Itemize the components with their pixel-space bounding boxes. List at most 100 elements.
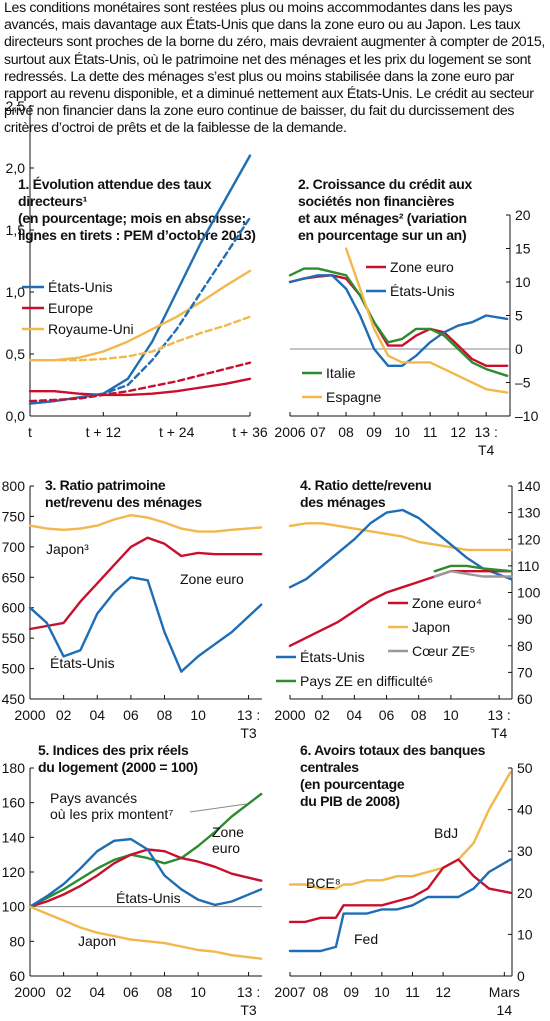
p6-x-tick-label: 10 [374, 984, 390, 1000]
p1-title: 1. Évolution attendue des taux directeur… [18, 176, 256, 243]
p6-series-line [288, 858, 512, 953]
p2-x-tick-label: 08 [338, 424, 354, 440]
p3-x-tick-label: 06 [123, 707, 139, 723]
p2-y-tick-label: 5 [515, 308, 523, 324]
p1-x-tick-label: t + 36 [232, 424, 268, 440]
p3-x-tick-label: 2000 [14, 707, 45, 723]
p5-y-tick-label: 80 [9, 933, 25, 949]
p1-x-tick-label: t [28, 424, 32, 440]
p3-series-label: États-Unis [50, 655, 115, 671]
p4-series-line [288, 522, 513, 552]
p1-y-tick-label: 0,5 [6, 346, 26, 362]
chart-p1 [22, 105, 252, 417]
p6-x-tick-label: 09 [343, 984, 359, 1000]
p2-series-line [288, 274, 509, 367]
p1-legend-label: Royaume-Uni [48, 321, 134, 337]
p5-x-tick-label: 06 [123, 984, 139, 1000]
p4-x-tick-label: 10 [443, 707, 459, 723]
p4-y-tick-label: 70 [517, 664, 533, 680]
p5-y-tick-label: 180 [2, 760, 26, 776]
chart-p2 [288, 214, 511, 417]
p3-x-tick-label: 02 [56, 707, 72, 723]
p2-legend-label: Zone euro [390, 259, 454, 275]
p5-y-tick-label: 100 [2, 899, 26, 915]
p5-x-tick-label: 10 [190, 984, 206, 1000]
p5-y-tick-label: 160 [2, 795, 26, 811]
p4-x-tick-label: 08 [411, 707, 427, 723]
p4-series-line [288, 570, 513, 647]
p4-x-tick-label: 02 [314, 707, 330, 723]
p3-y-tick-label: 500 [2, 661, 26, 677]
p1-series-line [28, 377, 252, 397]
p2-series-line [288, 274, 509, 367]
p6-x-tick-label: 08 [313, 984, 329, 1000]
p1-y-tick-label: 2,0 [6, 160, 26, 176]
p5-y-tick-label: 60 [9, 968, 25, 984]
p4-y-tick-label: 110 [517, 558, 540, 574]
p3-y-tick-label: 750 [2, 508, 26, 524]
p4-legend-label: Zone euro⁴ [412, 595, 482, 611]
p6-y-tick-label: 30 [517, 843, 533, 859]
p3-x-sub-label: T3 [240, 725, 257, 741]
p2-y-tick-label: 0 [515, 341, 523, 357]
p5-series-label: Zone euro [212, 824, 244, 856]
intro-paragraph: Les conditions monétaires sont restées p… [4, 0, 548, 138]
p4-y-tick-label: 120 [517, 531, 541, 547]
p6-series-line [288, 858, 512, 924]
p3-y-tick-label: 800 [2, 478, 26, 494]
p3-y-tick-label: 450 [2, 691, 26, 707]
p1-series-line [28, 361, 252, 403]
p6-y-tick-label: 10 [517, 926, 533, 942]
p1-x-tick-label: t + 12 [86, 424, 122, 440]
p3-y-tick-label: 600 [2, 600, 26, 616]
p4-y-tick-label: 130 [517, 505, 541, 521]
p4-series-line [433, 564, 513, 573]
p5-annotation-leader [189, 803, 247, 813]
p3-x-tick-label: 13 : [237, 707, 260, 723]
p2-x-tick-label: 12 [450, 424, 466, 440]
p2-y-tick-label: –10 [515, 408, 539, 424]
p2-y-tick-label: –5 [515, 375, 531, 391]
p3-x-tick-label: 04 [89, 707, 105, 723]
p4-x-tick-label: 06 [379, 707, 395, 723]
p5-series-line [28, 792, 263, 908]
p3-series-label: Zone euro [180, 571, 244, 587]
p1-y-tick-label: 1,0 [6, 284, 26, 300]
p2-legend-label: Espagne [326, 389, 381, 405]
p6-title: 6. Avoirs totaux des banques centrales (… [300, 742, 486, 809]
p5-series-line [28, 905, 263, 960]
intro-text: Les conditions monétaires sont restées p… [4, 0, 545, 137]
p4-legend-label: Pays ZE en difficulté⁶ [300, 673, 433, 689]
p5-series-line [28, 848, 263, 908]
p5-series-label: Pays avancés où les prix montent⁷ [50, 790, 173, 822]
p6-series-label: BdJ [434, 825, 458, 841]
chart-p3 [28, 485, 263, 700]
chart-p4 [276, 485, 513, 700]
p6-x-tick-label: 11 [405, 984, 420, 1000]
p6-series-label: Fed [354, 931, 378, 947]
p6-y-tick-label: 20 [517, 885, 533, 901]
p2-x-sub-label: T4 [478, 442, 495, 458]
p2-x-tick-label: 11 [423, 424, 438, 440]
p1-legend-label: Europe [48, 300, 93, 316]
p2-x-tick-label: 09 [366, 424, 382, 440]
p5-x-tick-label: 04 [89, 984, 105, 1000]
p1-series-line [28, 315, 252, 362]
p5-x-tick-label: 08 [157, 984, 173, 1000]
p4-legend-label: Japon [412, 619, 450, 635]
p5-series-line [28, 837, 263, 908]
p6-y-tick-label: 0 [517, 968, 525, 984]
p3-x-tick-label: 10 [190, 707, 206, 723]
p2-x-tick-label: 07 [310, 424, 326, 440]
p4-series-line [288, 508, 513, 589]
p6-series-label: BCE⁸ [306, 875, 341, 891]
p5-series-label: Japon [78, 933, 116, 949]
p3-y-tick-label: 650 [2, 569, 26, 585]
p4-y-tick-label: 80 [517, 638, 533, 654]
p5-y-tick-label: 140 [2, 829, 26, 845]
p6-x-sub-label: 14 [497, 1002, 513, 1018]
p2-series-line [288, 267, 509, 377]
p4-legend-label: Cœur ZE⁵ [412, 643, 475, 659]
p2-x-tick-label: 13 : [474, 424, 497, 440]
p6-x-tick-label: Mars [489, 984, 520, 1000]
